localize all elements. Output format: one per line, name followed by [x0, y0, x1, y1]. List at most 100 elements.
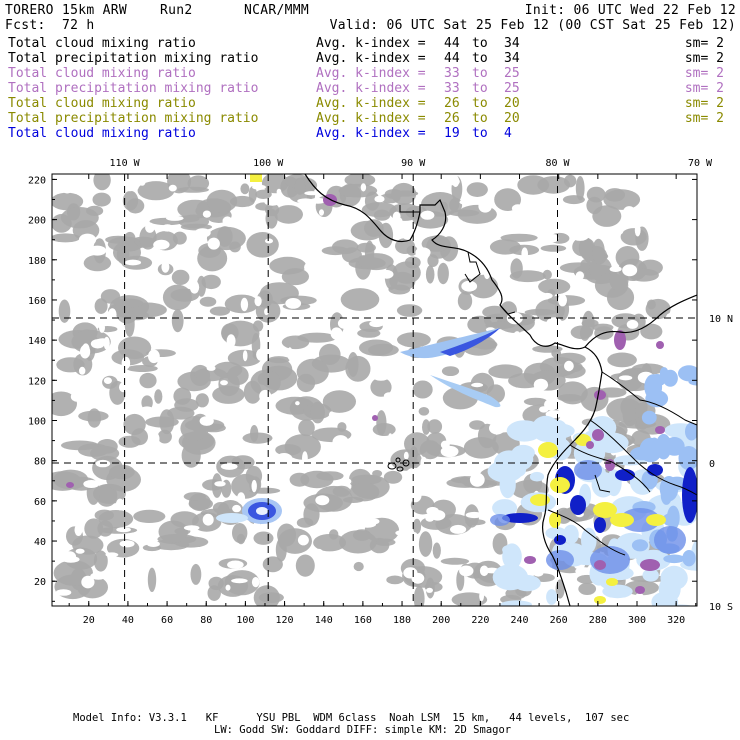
cloud-patch [383, 470, 403, 484]
clear-gap [168, 184, 177, 192]
cloud-patch [190, 563, 202, 585]
clear-gap [478, 199, 493, 213]
clear-gap [145, 222, 155, 233]
clear-gap [370, 518, 380, 525]
convective-cell [615, 469, 635, 481]
cloud-patch [485, 321, 516, 330]
cloud-patch [259, 282, 299, 305]
cloud-patch [609, 268, 629, 292]
x-tick-label: 100 [236, 615, 254, 626]
clear-gap [479, 591, 484, 602]
clear-gap [465, 511, 483, 519]
clear-gap [265, 238, 273, 244]
clear-gap [372, 373, 389, 381]
storm-eye [256, 507, 268, 515]
light-precip-patch [660, 486, 673, 505]
clear-gap [383, 392, 395, 400]
light-precip-patch [563, 524, 579, 545]
clear-gap [483, 265, 491, 280]
cloud-patch [158, 520, 189, 543]
cloud-patch [84, 518, 104, 539]
clear-gap [559, 329, 571, 337]
cloud-patch [167, 406, 195, 420]
clear-gap [189, 280, 200, 294]
y-tick-label: 200 [28, 216, 46, 227]
model-info: Model Info: V3.3.1 KF YSU PBL WDM 6class… [73, 712, 630, 724]
clear-gap [146, 540, 160, 548]
legend-kindex-to-word: to [472, 66, 488, 81]
cloud-patch [441, 366, 460, 376]
legend-kindex-to-word: to [472, 51, 488, 66]
cloud-patch [145, 416, 179, 428]
legend-kindex-to: 34 [504, 51, 520, 66]
cloud-patch [206, 189, 238, 213]
clear-gap [119, 382, 128, 393]
clear-gap [96, 338, 110, 344]
cloud-patch [341, 247, 362, 263]
clear-gap [669, 287, 685, 301]
cloud-patch [418, 407, 430, 416]
clear-gap [592, 297, 602, 312]
cloud-patch [427, 419, 443, 434]
y-tick-label: 180 [28, 256, 46, 267]
init-time: Init: 06 UTC Wed 22 Feb 12 [524, 3, 736, 18]
cloud-patch [437, 262, 449, 285]
clear-gap [183, 525, 200, 531]
cloud-patch [340, 288, 380, 311]
cloud-patch [631, 363, 665, 375]
legend-kindex-from: 44 [444, 36, 460, 51]
clear-gap [521, 247, 528, 261]
clear-gap [74, 523, 83, 537]
cloud-patch [265, 208, 278, 229]
cloud-patch [412, 380, 433, 399]
clear-gap [634, 224, 641, 237]
clear-gap [115, 212, 129, 217]
yellow-cell [538, 442, 558, 458]
clear-gap [202, 513, 214, 526]
valid-time: Valid: 06 UTC Sat 25 Feb 12 (00 CST Sat … [329, 18, 736, 33]
clear-gap [448, 177, 460, 186]
cloud-patch [463, 437, 499, 459]
cloud-patch [281, 335, 310, 350]
longitude-label: 110 W [110, 158, 141, 169]
cloud-patch [349, 482, 380, 502]
cloud-patch [240, 183, 250, 195]
x-tick-label: 180 [393, 615, 411, 626]
convective-cell [620, 508, 660, 532]
cloud-patch [466, 182, 488, 198]
light-precip-patch [662, 369, 678, 387]
cloud-patch [141, 395, 153, 411]
clear-gap [487, 252, 497, 262]
cloud-patch [294, 178, 306, 195]
clear-gap [55, 589, 72, 596]
clear-gap [254, 296, 262, 307]
clear-gap [626, 319, 639, 329]
cloud-patch [52, 233, 81, 243]
clear-gap [88, 245, 107, 256]
y-tick-label: 100 [28, 417, 46, 428]
cloud-patch [52, 391, 77, 417]
light-precip-patch [631, 539, 649, 552]
cloud-patch [177, 186, 210, 193]
storm-tail [216, 513, 248, 523]
cloud-patch [646, 299, 656, 310]
clear-gap [227, 560, 244, 569]
clear-gap [276, 188, 282, 196]
x-tick-label: 260 [550, 615, 568, 626]
clear-gap [226, 334, 236, 348]
clear-gap [98, 281, 103, 286]
cloud-patch [509, 270, 546, 283]
clear-gap [416, 369, 424, 377]
cloud-patch [100, 289, 121, 304]
clear-gap [202, 210, 211, 218]
cloud-patch [592, 238, 605, 265]
clear-gap [121, 559, 128, 573]
model-name: TORERO [5, 3, 54, 18]
cloud-patch [368, 343, 399, 357]
cloud-patch [209, 306, 230, 316]
clear-gap [292, 227, 302, 238]
light-precip-patch [529, 471, 545, 482]
cloud-patch [517, 175, 550, 195]
purple-cell [656, 341, 664, 349]
cloud-patch [586, 196, 603, 215]
